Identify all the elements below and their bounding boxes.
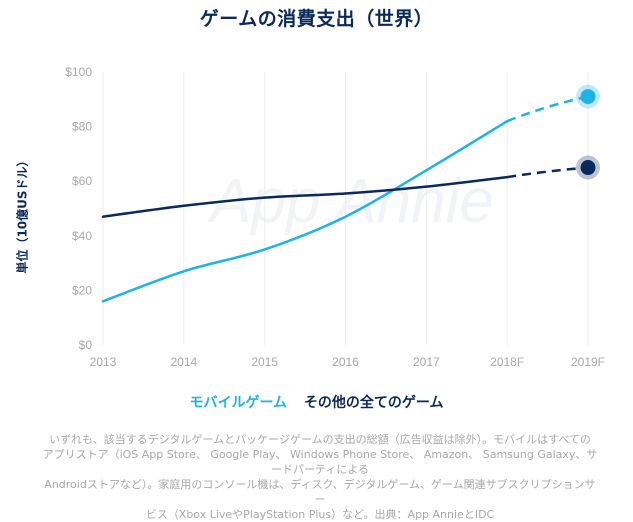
footnote-line: Androidストアなど）。家庭用のコンソール機は、ディスク、デジタルゲーム、ゲ… <box>44 478 596 506</box>
y-tick-label: $20 <box>72 283 92 297</box>
x-tick-label: 2017 <box>413 355 440 369</box>
x-tick-label: 2015 <box>251 355 278 369</box>
x-tick-label: 2018F <box>490 355 524 369</box>
chart-title: ゲームの消費支出（世界） <box>199 8 434 30</box>
series-lines <box>101 95 589 303</box>
series-forecast-1 <box>506 166 589 179</box>
y-tick-label: $0 <box>79 338 93 352</box>
x-tick-label: 2013 <box>90 355 117 369</box>
y-tick-label: $80 <box>72 120 92 134</box>
line-chart: App Annie $0$20$40$60$80$100 2013 2014 201… <box>65 65 605 369</box>
grid-lines <box>102 72 589 345</box>
x-tick-label: 2016 <box>332 355 359 369</box>
x-tick-label: 2014 <box>170 355 197 369</box>
y-tick-label: $40 <box>72 229 92 243</box>
legend-item-other: その他の全てのゲーム <box>303 395 444 411</box>
series-line-1 <box>101 175 509 218</box>
y-axis-ticks: $0 $20 $40 $60 $80 $100 <box>65 65 92 352</box>
end-marker-1 <box>580 160 596 176</box>
legend-item-mobile: モバイルゲーム <box>189 395 288 411</box>
end-marker-0 <box>580 89 596 105</box>
footnote-line: いずれも、該当するデジタルゲームとパッケージゲームの支出の総額（広告収益は除外）… <box>49 433 591 446</box>
series-line-0 <box>101 119 509 303</box>
legend: モバイルゲーム その他の全てのゲーム <box>0 392 633 412</box>
watermark: App Annie <box>206 167 494 236</box>
footnote-line: アプリストア（iOS App Store、 Google Play、 Windo… <box>42 448 598 476</box>
end-markers <box>576 84 600 180</box>
x-axis-ticks: 2013 2014 2015 2016 2017 2018F 2019F <box>90 355 605 369</box>
x-tick-label: 2019F <box>571 355 605 369</box>
footnote: いずれも、該当するデジタルゲームとパッケージゲームの支出の総額（広告収益は除外）… <box>40 432 600 522</box>
footnote-line: ビス（Xbox LiveやPlayStation Plus）など。出典：App … <box>145 508 495 521</box>
y-tick-label: $100 <box>65 65 92 79</box>
y-axis-label: 単位（10億USドル） <box>15 154 30 274</box>
series-forecast-0 <box>506 95 589 123</box>
y-tick-label: $60 <box>72 174 92 188</box>
